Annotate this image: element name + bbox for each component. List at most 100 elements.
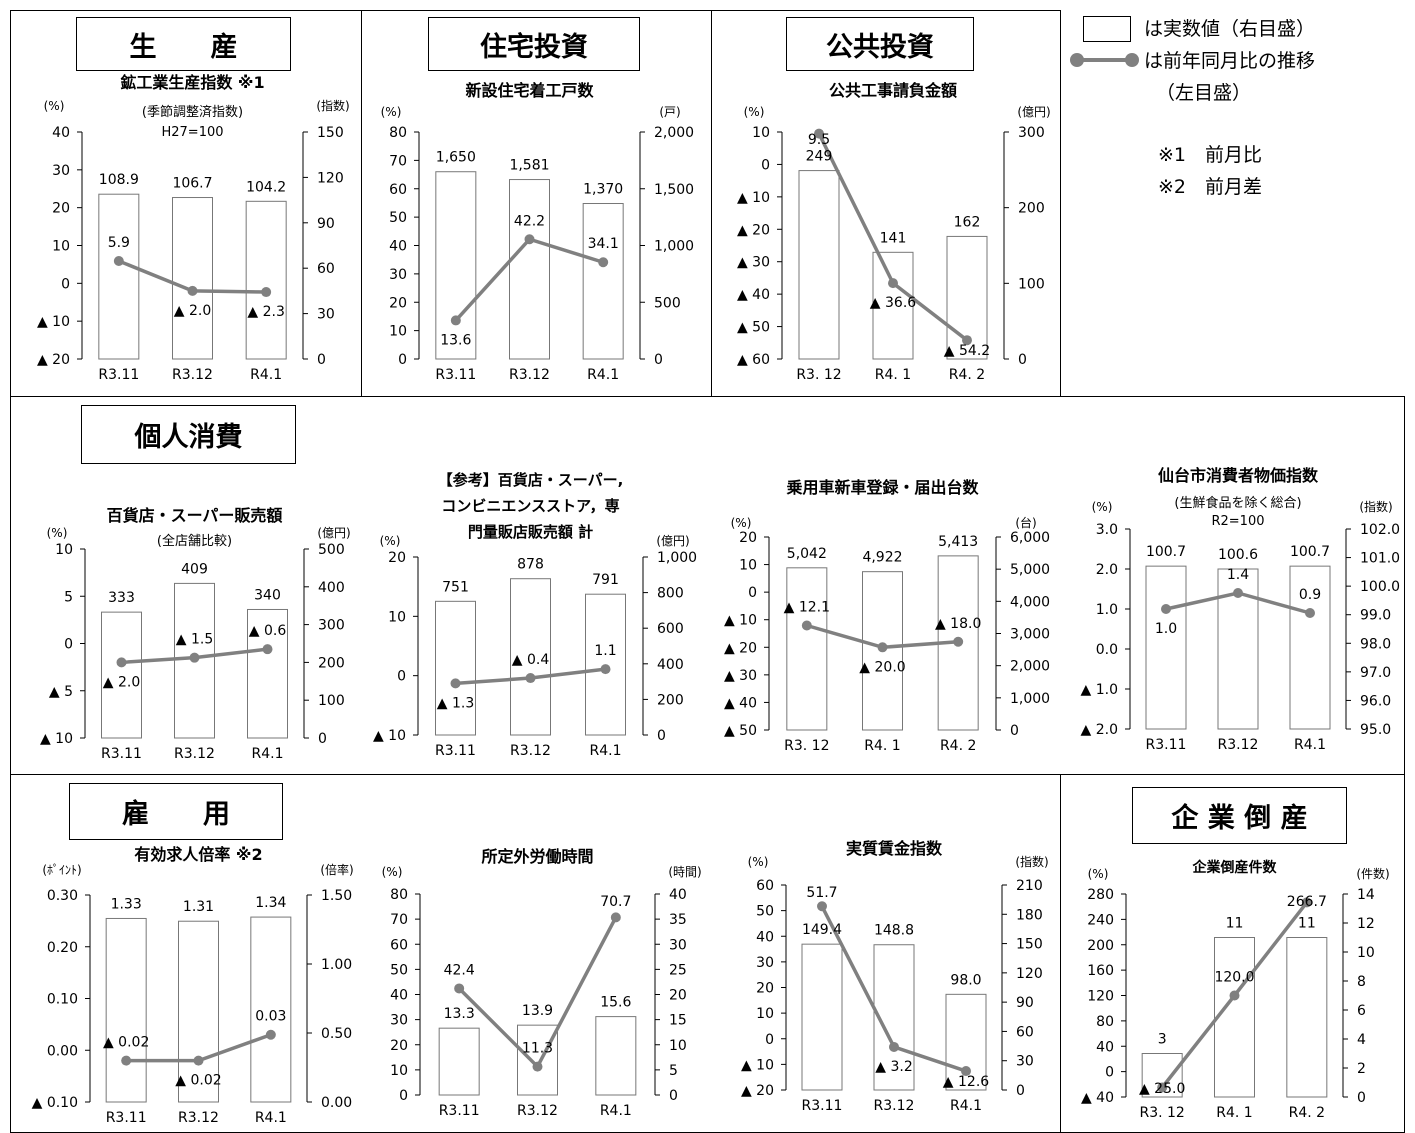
line-value-label: 13.6 — [440, 332, 471, 348]
right-tick-label: 90 — [1016, 995, 1034, 1011]
right-tick-label: 35 — [669, 912, 687, 928]
right-axis-unit: (億円) — [1017, 105, 1050, 119]
left-tick-label: 0 — [397, 669, 406, 685]
bar-value-label: 1.33 — [111, 896, 142, 912]
right-axis-unit: (億円) — [656, 534, 689, 548]
left-tick-label: ▲ 20 — [741, 1083, 774, 1099]
bar — [1289, 565, 1331, 730]
left-tick-label: ▲ 30 — [737, 255, 770, 271]
category-label: R3.12 — [509, 367, 550, 383]
chart-subtitle2: R2=100 — [1211, 514, 1264, 529]
category-label: R4. 1 — [864, 738, 900, 754]
trend-point — [262, 644, 273, 655]
bar — [582, 203, 624, 360]
line-value-label: 120.0 — [1214, 970, 1254, 986]
category-label: R4.1 — [587, 367, 619, 383]
left-tick-label: 30 — [390, 1013, 408, 1029]
category-label: R3.12 — [517, 1103, 558, 1119]
right-tick-label: 500 — [318, 542, 345, 558]
bar-value-label: 791 — [592, 572, 619, 588]
chart-overtime-hours: 所定外労働時間(%) (時間)80706050403020100403530252… — [382, 847, 702, 1119]
left-tick-label: 30 — [756, 955, 774, 971]
right-tick-label: 180 — [1016, 907, 1043, 923]
right-tick-label: 95.0 — [1360, 722, 1391, 738]
left-tick-label: 50 — [389, 210, 407, 226]
bar — [105, 917, 147, 1103]
left-tick-label: 0.20 — [47, 940, 78, 956]
left-axis-unit: (%) — [380, 534, 401, 548]
right-tick-label: 6 — [1357, 1003, 1366, 1019]
trend-point — [888, 278, 898, 289]
legend-bar-text: は実数値（右目盛） — [1144, 18, 1316, 40]
line-value-label: 42.2 — [514, 213, 545, 229]
chart-public-works: 公共工事請負金額(%) (億円)100▲ 10▲ 20▲ 30▲ 40▲ 50▲ … — [737, 81, 1051, 383]
left-tick-label: 3.0 — [1096, 522, 1118, 538]
line-value-label: 266.7 — [1287, 894, 1327, 910]
chart-title: 実質賃金指数 — [846, 840, 943, 858]
trend-point — [953, 636, 964, 647]
trend-point — [610, 912, 621, 923]
left-tick-label: 60 — [756, 878, 774, 894]
bar — [247, 608, 288, 739]
trend-point — [962, 335, 972, 346]
chart-title: 公共工事請負金額 — [829, 81, 957, 100]
left-tick-label: 0 — [64, 637, 73, 653]
left-tick-label: 5 — [64, 589, 73, 605]
left-tick-label: 40 — [756, 929, 774, 945]
right-tick-label: 1,000 — [654, 239, 694, 255]
chart-title: 鉱工業生産指数 ※1 — [120, 73, 264, 92]
right-tick-label: 8 — [1357, 974, 1366, 990]
section-title-bankruptcy: 企 業 倒 産 — [1132, 787, 1347, 844]
chart-dept-store-sales: 百貨店・スーパー販売額 (全店舗比較) (%) (億円) 10 5 0 ▲ 5 ▲ 10 500 4… — [40, 506, 351, 762]
left-tick-label: 240 — [1087, 912, 1114, 928]
right-tick-label: 0 — [657, 728, 666, 744]
category-label: R4.1 — [600, 1103, 632, 1119]
category-label: R4. 1 — [875, 367, 911, 383]
bar — [172, 197, 213, 360]
left-axis-unit: (%) — [744, 105, 765, 119]
trend-point — [116, 657, 127, 668]
left-tick-label: 30 — [389, 267, 407, 283]
bar-value-label: 11 — [1298, 916, 1316, 932]
bar-value-label: 141 — [880, 230, 907, 246]
line-value-label: ▲ 0.02 — [103, 1035, 149, 1051]
right-tick-label: 12 — [1357, 916, 1375, 932]
chart-title: 【参考】百貨店・スーパー, — [438, 471, 624, 489]
right-tick-label: 150 — [317, 125, 344, 141]
left-tick-label: ▲ 20 — [724, 640, 757, 656]
bar-value-label: 106.7 — [172, 176, 212, 192]
line-value-label: 1.4 — [1227, 567, 1249, 583]
line-value-label: 51.7 — [806, 885, 837, 901]
right-tick-label: 120 — [317, 170, 344, 186]
right-tick-label: 4 — [1357, 1032, 1366, 1048]
left-tick-label: 0.00 — [47, 1043, 78, 1059]
left-axis-unit: (%) — [1088, 867, 1109, 881]
chart-subtitle2: H27=100 — [161, 125, 223, 140]
left-tick-label: 10 — [55, 542, 73, 558]
line-value-label: 1.0 — [1155, 621, 1177, 637]
right-tick-label: 0.00 — [321, 1095, 352, 1111]
right-tick-label: 0 — [1357, 1090, 1366, 1106]
bar — [245, 200, 287, 360]
trend-point — [261, 287, 272, 298]
bar-value-label: 878 — [517, 557, 544, 573]
right-tick-label: 600 — [657, 621, 684, 637]
right-tick-label: 30 — [1016, 1054, 1034, 1070]
line-value-label: ▲ 36.6 — [870, 295, 916, 311]
right-tick-label: 400 — [318, 580, 345, 596]
chart-subtitle: コンビニエンスストア，専 — [441, 497, 619, 515]
right-axis-unit: (指数) — [316, 98, 349, 113]
line-value-label: ▲ 2.0 — [103, 674, 140, 690]
left-tick-label: ▲ 60 — [737, 352, 770, 368]
category-label: R3.11 — [106, 1110, 147, 1126]
right-tick-label: 300 — [318, 618, 345, 634]
left-tick-label: 20 — [388, 550, 406, 566]
right-tick-label: 10 — [1357, 945, 1375, 961]
left-tick-label: 50 — [756, 904, 774, 920]
trend-point — [187, 285, 198, 296]
bar — [98, 193, 140, 360]
left-tick-label: 40 — [1096, 1039, 1114, 1055]
left-tick-label: 80 — [389, 125, 407, 141]
